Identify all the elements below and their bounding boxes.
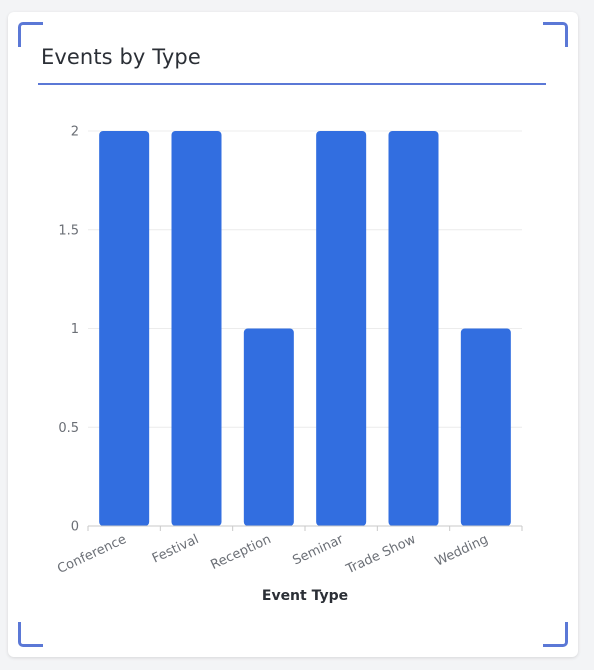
x-tick-label: Conference bbox=[55, 532, 129, 577]
y-tick-label: 2 bbox=[71, 125, 79, 140]
y-tick-label: 0 bbox=[71, 520, 79, 535]
corner-bracket-bottom-left bbox=[18, 622, 43, 647]
bar-trade-show[interactable] bbox=[388, 131, 439, 526]
bar-wedding[interactable] bbox=[460, 328, 511, 527]
chart-title: Events by Type bbox=[41, 45, 201, 69]
corner-bracket-bottom-right bbox=[543, 622, 568, 647]
bar-reception[interactable] bbox=[243, 328, 294, 527]
y-tick-label: 1.5 bbox=[58, 223, 79, 238]
x-tick-label: Festival bbox=[150, 532, 201, 567]
title-divider bbox=[38, 83, 546, 85]
bar-festival[interactable] bbox=[171, 131, 222, 526]
bar-conference[interactable] bbox=[99, 131, 150, 526]
x-tick-label: Trade Show bbox=[343, 532, 418, 578]
corner-bracket-top-right bbox=[543, 22, 568, 47]
grid-lines bbox=[88, 130, 522, 428]
x-tick-labels: Conference Festival Reception SeminarTrade … bbox=[55, 532, 490, 578]
corner-bracket-top-left bbox=[18, 22, 43, 47]
bar-seminar[interactable] bbox=[316, 131, 367, 526]
x-tick-label: Wedding bbox=[433, 532, 491, 570]
y-tick-label: 1 bbox=[71, 322, 79, 337]
y-tick-labels: 0 0.5 1 1.5 2 bbox=[58, 125, 79, 535]
x-tick-label: Reception bbox=[209, 532, 274, 573]
y-tick-label: 0.5 bbox=[58, 421, 79, 436]
axes bbox=[87, 525, 523, 531]
x-tick-label: Seminar bbox=[291, 532, 347, 569]
bars bbox=[99, 131, 511, 526]
x-axis-title: Event Type bbox=[262, 588, 348, 604]
